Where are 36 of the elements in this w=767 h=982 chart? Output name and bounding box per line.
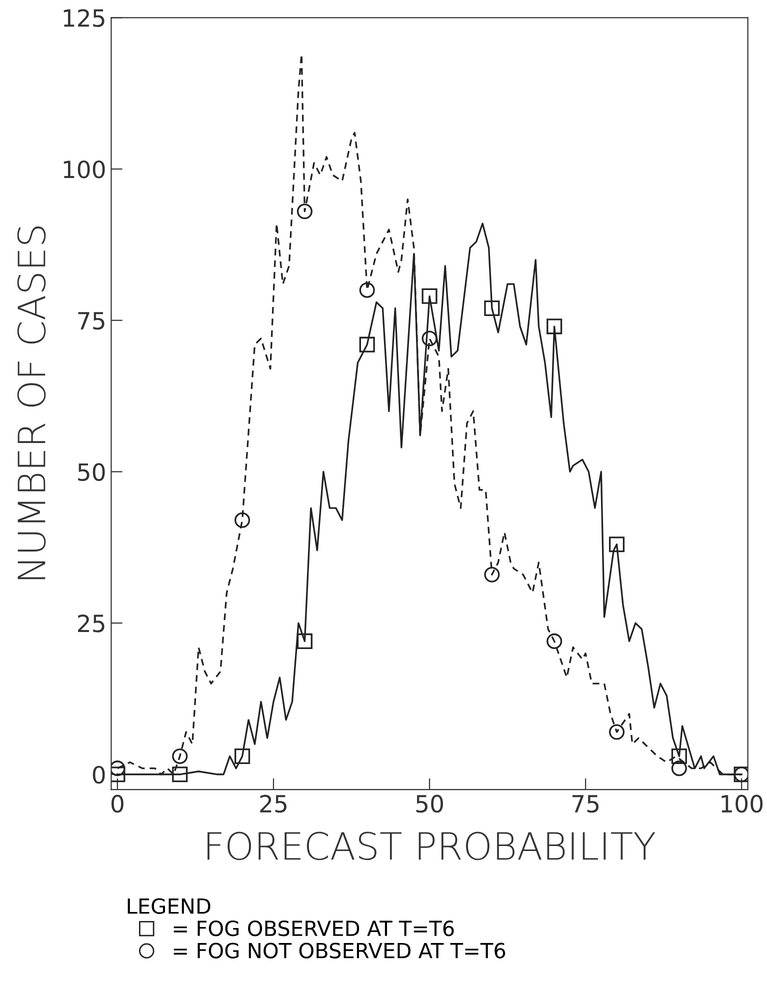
y-tick-label: 25 [78, 614, 104, 632]
point [111, 766, 126, 782]
y-tick-label: 75 [78, 312, 104, 330]
x-tick-label: 100 [722, 794, 763, 813]
point [234, 748, 250, 764]
y-tick-label: 0 [92, 766, 105, 784]
point [296, 204, 312, 220]
point [671, 760, 687, 776]
x-tick-label: 75 [572, 795, 599, 813]
legend-title: LEGEND [128, 898, 210, 914]
point [172, 766, 188, 782]
point [234, 512, 250, 528]
point [359, 282, 375, 298]
point [359, 336, 375, 352]
point [546, 633, 562, 649]
point [546, 318, 562, 334]
y-tick-label: 100 [64, 160, 105, 178]
x-axis-title: FORECAST PROBABILITY [208, 832, 656, 860]
x-tick-label: 0 [112, 794, 124, 813]
legend-label: = FOG NOT OBSERVED AT T=T6 [174, 942, 506, 958]
point [671, 748, 687, 764]
point [172, 748, 188, 764]
y-axis-title: NUMBER OF CASES [17, 226, 46, 580]
point [608, 536, 625, 552]
point [484, 300, 500, 316]
y-tick-label: 50 [78, 463, 105, 482]
y-tick-label: 125 [64, 9, 104, 27]
legend-label: = FOG OBSERVED AT T=T6 [174, 920, 454, 936]
point [484, 566, 500, 582]
point [422, 330, 438, 346]
point [422, 288, 438, 304]
x-tick-label: 50 [416, 794, 443, 813]
point [608, 724, 625, 740]
point [296, 633, 312, 649]
point [111, 760, 126, 776]
x-tick-label: 25 [260, 794, 286, 813]
